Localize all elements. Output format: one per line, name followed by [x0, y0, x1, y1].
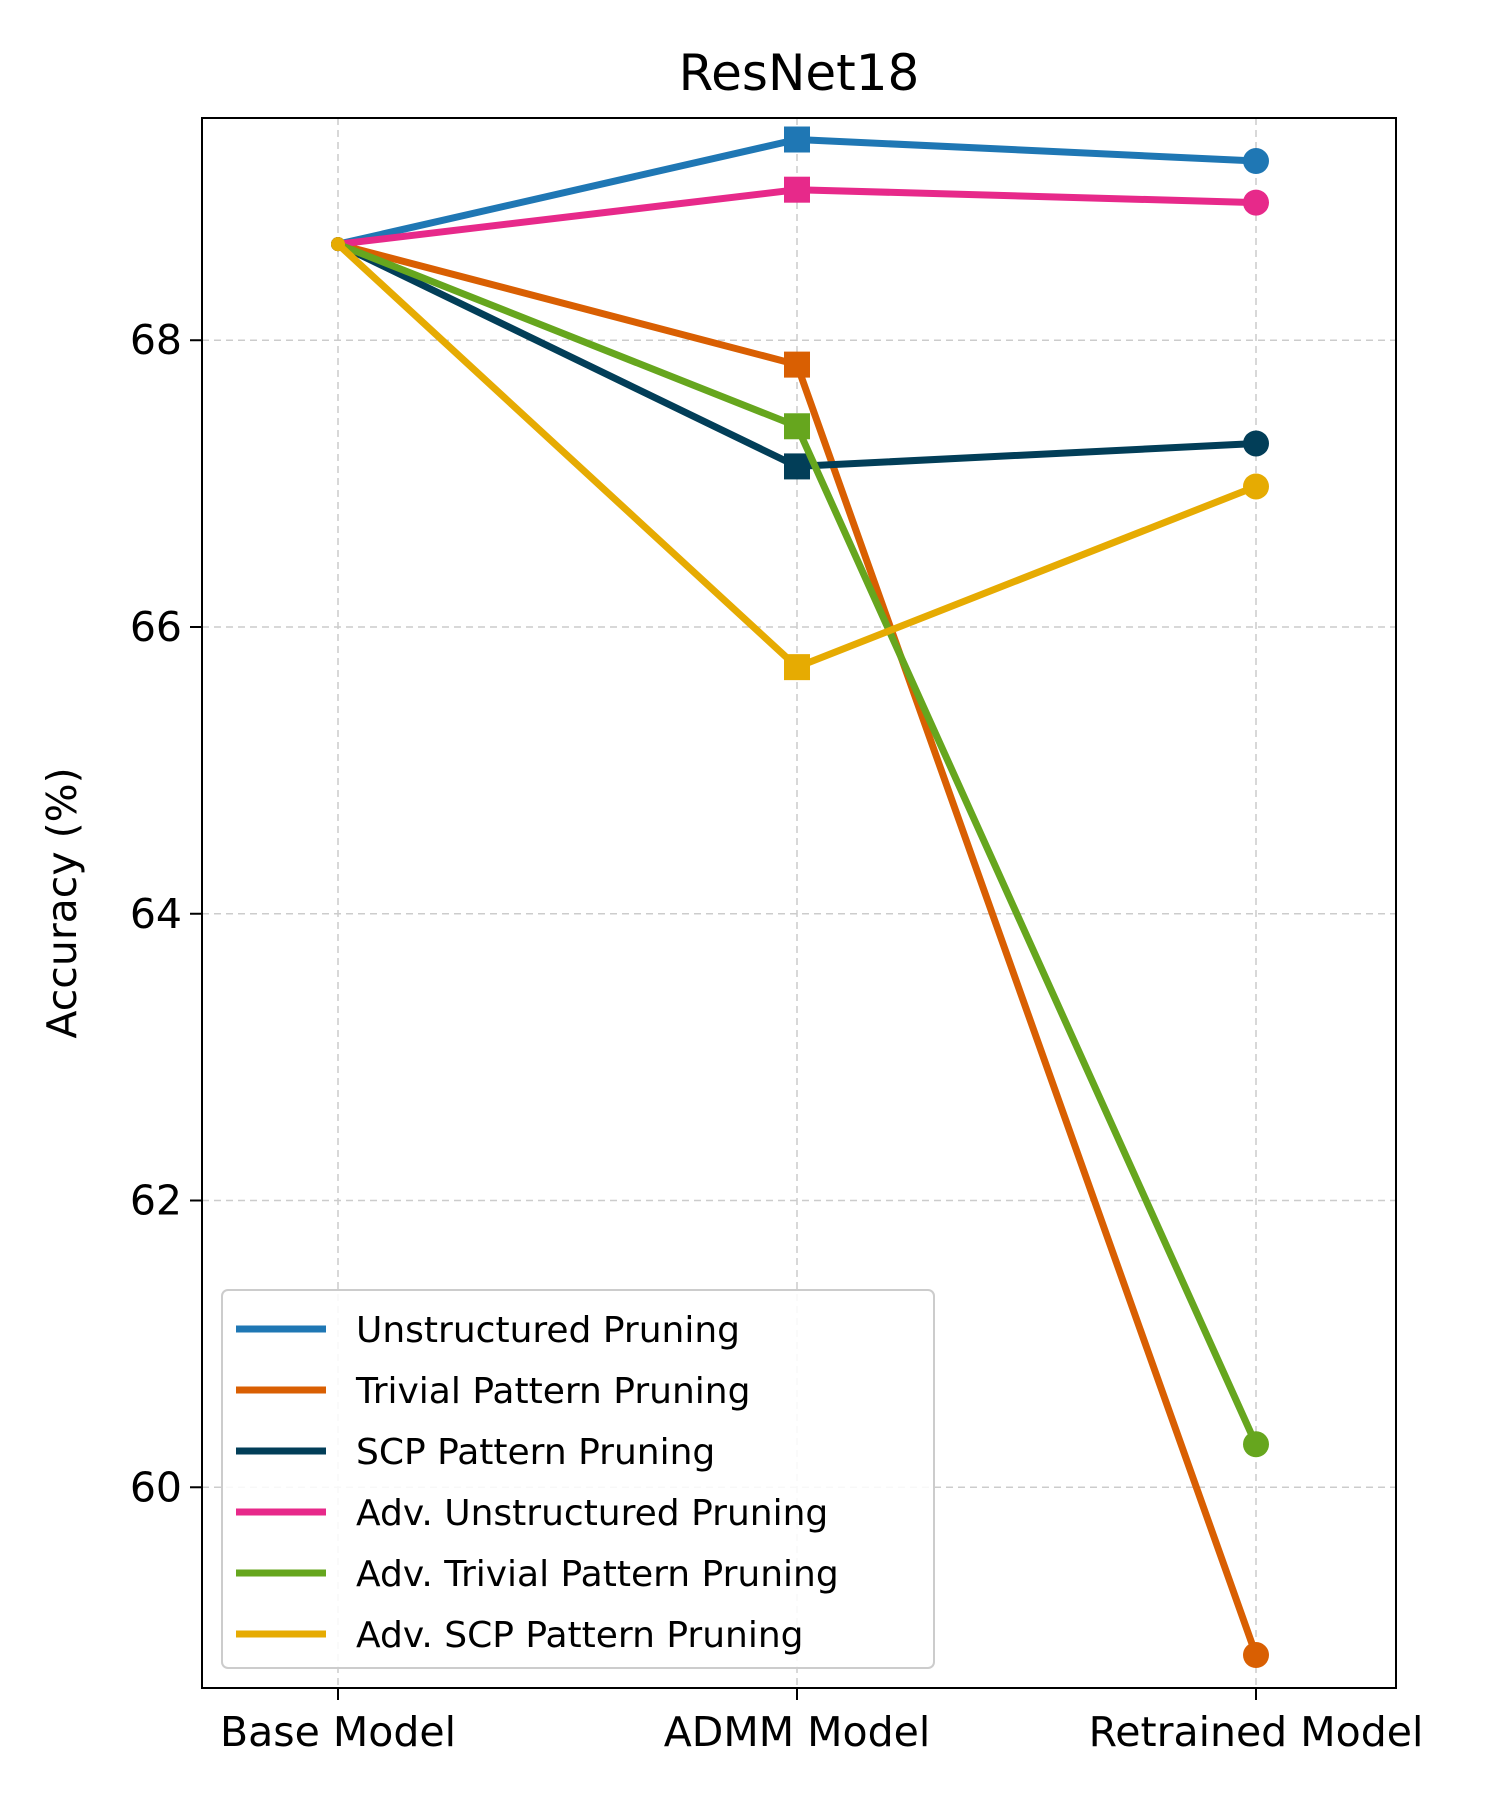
data-point-square — [784, 126, 810, 153]
y-tick-label: 66 — [130, 603, 182, 651]
legend: Unstructured Pruning Trivial Pattern Prun… — [221, 1289, 935, 1669]
data-point-circle — [1243, 189, 1269, 216]
data-point-square — [784, 654, 810, 681]
series-layer — [331, 126, 1269, 1669]
y-tick-label: 62 — [130, 1177, 182, 1225]
y-tick-label: 64 — [130, 890, 182, 938]
y-axis-label: Accuracy (%) — [38, 767, 86, 1038]
data-point-square — [784, 453, 810, 480]
data-point-circle — [1243, 1431, 1269, 1458]
x-tick-label: Retrained Model — [1089, 1708, 1424, 1756]
data-point-square — [784, 176, 810, 203]
legend-label: Adv. SCP Pattern Pruning — [356, 1615, 804, 1656]
data-point-circle — [1243, 148, 1269, 175]
legend-label: Unstructured Pruning — [356, 1310, 740, 1351]
y-tick-label: 60 — [130, 1463, 182, 1511]
legend-label: Trivial Pattern Pruning — [355, 1371, 750, 1412]
data-point-circle — [1243, 1642, 1269, 1669]
x-tick-label: ADMM Model — [664, 1708, 931, 1756]
legend-label: SCP Pattern Pruning — [356, 1432, 715, 1473]
y-tick-label: 68 — [130, 316, 182, 364]
data-point-square — [784, 351, 810, 378]
legend-label: Adv. Trivial Pattern Pruning — [356, 1554, 839, 1595]
data-point-circle — [1243, 473, 1269, 500]
x-tick-label: Base Model — [220, 1708, 456, 1756]
data-point-circle — [1243, 430, 1269, 457]
data-point-base — [331, 237, 345, 252]
chart-title: ResNet18 — [679, 44, 920, 102]
tick-layer: Base Model ADMM Model Retrained Model 60 62 6… — [130, 316, 1424, 1756]
legend-box — [221, 1289, 935, 1669]
plot-frame — [201, 117, 1397, 1689]
data-point-square — [784, 413, 810, 440]
legend-label: Adv. Unstructured Pruning — [356, 1493, 828, 1534]
